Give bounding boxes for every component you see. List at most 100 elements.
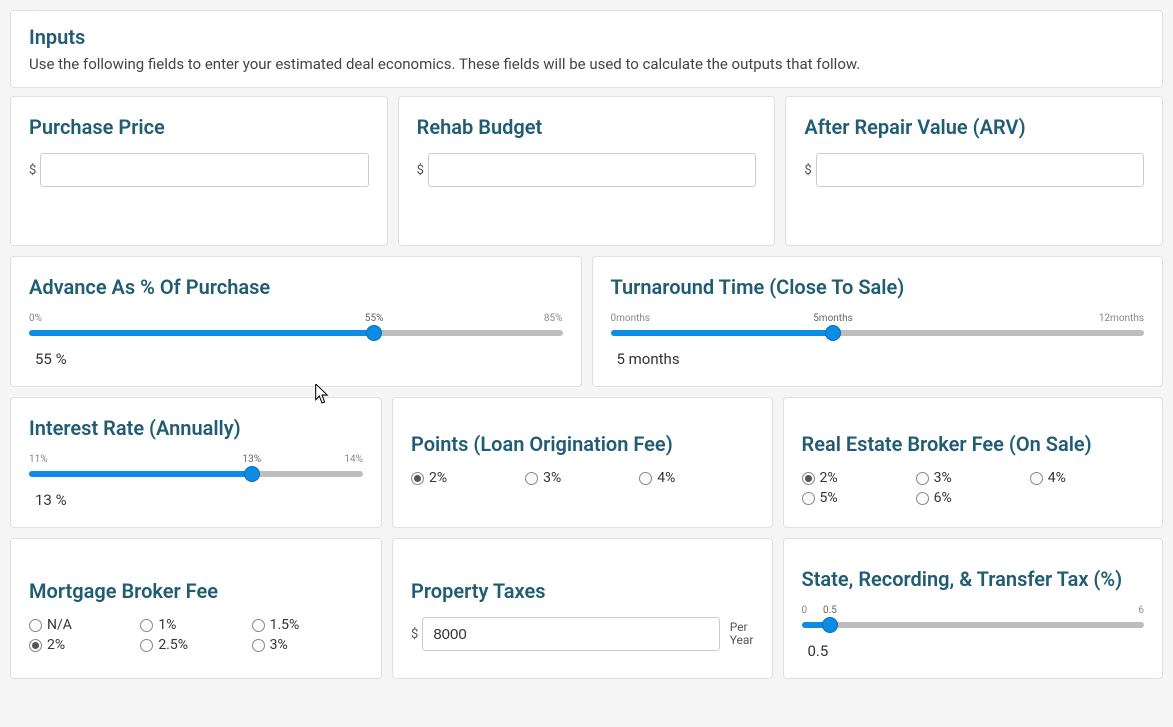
interest-rate-value: 13 % <box>35 491 363 509</box>
interest-rate-slider[interactable]: 11% 13% 14% 13 % <box>29 454 363 509</box>
turnaround-card: Turnaround Time (Close To Sale) 0months … <box>592 256 1164 387</box>
turnaround-max: 12months <box>1099 313 1144 324</box>
radio-icon[interactable] <box>252 619 265 632</box>
interest-rate-track[interactable] <box>29 471 363 477</box>
purchase-price-card: Purchase Price $ <box>10 96 388 246</box>
mortgage-broker-fee-option-label: 2% <box>47 637 65 653</box>
radio-icon[interactable] <box>411 472 424 485</box>
advance-pct-min: 0% <box>29 313 42 324</box>
interest-rate-thumb[interactable] <box>244 466 260 482</box>
broker-fee-option-label: 5% <box>820 490 838 506</box>
arv-input-row: $ <box>804 153 1144 187</box>
points-option-label: 4% <box>657 470 675 486</box>
advance-pct-slider[interactable]: 0% 55% 85% 55 % <box>29 313 563 368</box>
mortgage-broker-fee-option[interactable]: 2% <box>29 637 140 653</box>
turnaround-slider[interactable]: 0months 5months 12months 5 months <box>611 313 1145 368</box>
radio-icon[interactable] <box>916 492 929 505</box>
state-tax-thumb[interactable] <box>822 617 838 633</box>
radio-icon[interactable] <box>802 492 815 505</box>
interest-rate-label: Interest Rate (Annually) <box>29 416 363 440</box>
mortgage-broker-fee-option[interactable]: N/A <box>29 617 140 633</box>
state-tax-max: 6 <box>1138 605 1144 616</box>
row-4: Mortgage Broker Fee N/A1%1.5%2%2.5%3% Pr… <box>10 538 1163 679</box>
radio-icon[interactable] <box>802 472 815 485</box>
broker-fee-option[interactable]: 6% <box>916 490 1030 506</box>
mortgage-broker-fee-option[interactable]: 1.5% <box>252 617 363 633</box>
advance-pct-top: 55% <box>365 313 384 324</box>
purchase-price-label: Purchase Price <box>29 115 369 139</box>
purchase-price-input[interactable] <box>40 153 368 187</box>
broker-fee-option-label: 3% <box>934 470 952 486</box>
mortgage-broker-fee-option-label: N/A <box>47 617 72 633</box>
broker-fee-card: Real Estate Broker Fee (On Sale) 2% 3% 4% 5… <box>783 397 1164 528</box>
advance-pct-track[interactable] <box>29 330 563 336</box>
points-option[interactable]: 2% <box>411 470 525 486</box>
broker-fee-option[interactable]: 3% <box>916 470 1030 486</box>
advance-pct-fill <box>29 330 374 336</box>
property-taxes-label: Property Taxes <box>411 579 754 603</box>
state-tax-min: 0 <box>802 605 808 616</box>
currency-symbol: $ <box>417 163 424 178</box>
interest-rate-range-labels: 11% 13% 14% <box>29 454 363 465</box>
state-tax-track[interactable] <box>802 622 1145 628</box>
row-money-inputs: Purchase Price $ Rehab Budget $ After Re… <box>10 96 1163 246</box>
rehab-budget-card: Rehab Budget $ <box>398 96 776 246</box>
state-tax-slider[interactable]: 0 0.5 6 0.5 <box>802 605 1145 660</box>
turnaround-track[interactable] <box>611 330 1145 336</box>
points-option[interactable]: 3% <box>525 470 639 486</box>
rehab-budget-input[interactable] <box>428 153 756 187</box>
property-taxes-card: Property Taxes $ Per Year <box>392 538 773 679</box>
inputs-title: Inputs <box>29 25 1144 49</box>
purchase-price-input-row: $ <box>29 153 369 187</box>
radio-icon[interactable] <box>916 472 929 485</box>
arv-label: After Repair Value (ARV) <box>804 115 1144 139</box>
arv-input[interactable] <box>816 153 1144 187</box>
advance-pct-range-labels: 0% 55% 85% <box>29 313 563 324</box>
radio-icon[interactable] <box>29 639 42 652</box>
broker-fee-option[interactable]: 5% <box>802 490 916 506</box>
points-option-label: 2% <box>429 470 447 486</box>
broker-fee-option[interactable]: 4% <box>1030 470 1144 486</box>
property-taxes-suffix-2: Year <box>730 634 754 647</box>
turnaround-fill <box>611 330 833 336</box>
broker-fee-option[interactable]: 2% <box>802 470 916 486</box>
points-option[interactable]: 4% <box>639 470 753 486</box>
state-tax-card: State, Recording, & Transfer Tax (%) 0 0… <box>783 538 1164 679</box>
radio-icon[interactable] <box>29 619 42 632</box>
arv-card: After Repair Value (ARV) $ <box>785 96 1163 246</box>
broker-fee-label: Real Estate Broker Fee (On Sale) <box>802 432 1145 456</box>
turnaround-thumb[interactable] <box>825 325 841 341</box>
state-tax-range-labels: 0 0.5 6 <box>802 605 1145 616</box>
mortgage-broker-fee-option-label: 1% <box>158 617 176 633</box>
mortgage-broker-fee-option[interactable]: 1% <box>140 617 251 633</box>
inputs-description: Use the following fields to enter your e… <box>29 55 1144 73</box>
points-label: Points (Loan Origination Fee) <box>411 432 754 456</box>
row-3: Interest Rate (Annually) 11% 13% 14% 13 … <box>10 397 1163 528</box>
radio-icon[interactable] <box>252 639 265 652</box>
mortgage-broker-fee-option[interactable]: 2.5% <box>140 637 251 653</box>
rehab-budget-label: Rehab Budget <box>417 115 757 139</box>
turnaround-label: Turnaround Time (Close To Sale) <box>611 275 1145 299</box>
radio-icon[interactable] <box>140 639 153 652</box>
mortgage-broker-fee-option[interactable]: 3% <box>252 637 363 653</box>
state-tax-top: 0.5 <box>823 605 837 616</box>
advance-pct-thumb[interactable] <box>366 325 382 341</box>
mortgage-broker-fee-card: Mortgage Broker Fee N/A1%1.5%2%2.5%3% <box>10 538 382 679</box>
radio-icon[interactable] <box>639 472 652 485</box>
mortgage-broker-fee-option-label: 1.5% <box>270 617 300 633</box>
interest-rate-card: Interest Rate (Annually) 11% 13% 14% 13 … <box>10 397 382 528</box>
advance-pct-value: 55 % <box>35 350 563 368</box>
interest-rate-fill <box>29 471 252 477</box>
turnaround-top: 5months <box>813 313 853 324</box>
points-options: 2% 3% 4% <box>411 470 754 486</box>
radio-icon[interactable] <box>1030 472 1043 485</box>
advance-pct-max: 85% <box>544 313 563 324</box>
property-taxes-input[interactable] <box>422 617 719 651</box>
mortgage-broker-fee-option-label: 2.5% <box>158 637 188 653</box>
turnaround-value: 5 months <box>617 350 1145 368</box>
row-sliders-1: Advance As % Of Purchase 0% 55% 85% 55 %… <box>10 256 1163 387</box>
radio-icon[interactable] <box>140 619 153 632</box>
mortgage-broker-fee-option-label: 3% <box>270 637 288 653</box>
turnaround-min: 0months <box>611 313 651 324</box>
radio-icon[interactable] <box>525 472 538 485</box>
